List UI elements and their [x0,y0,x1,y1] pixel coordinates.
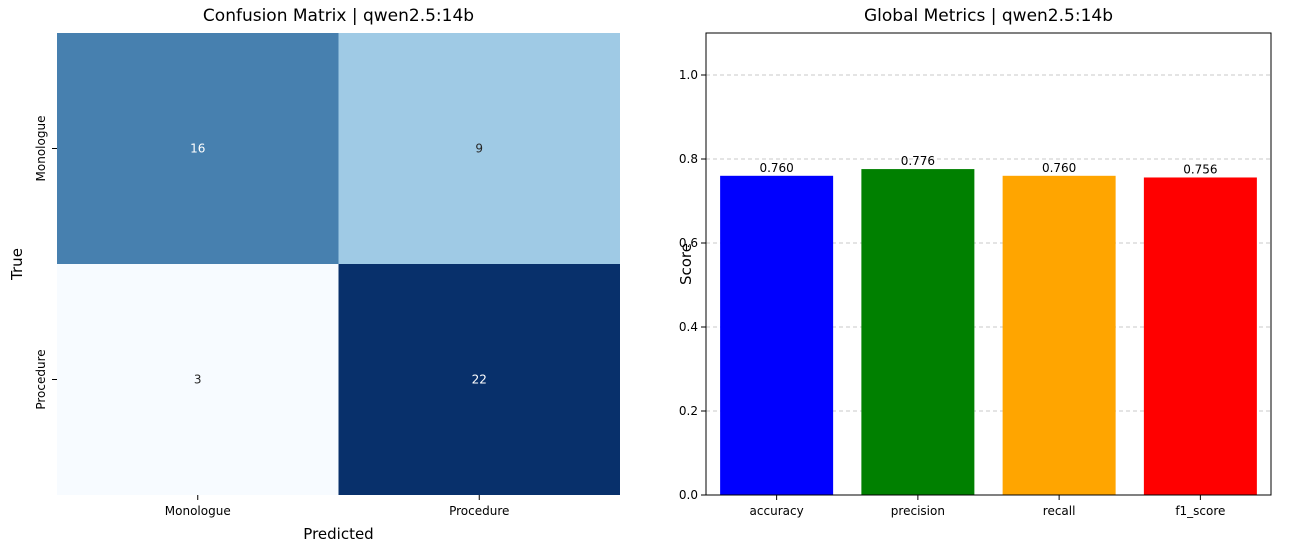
bar-value-label: 0.760 [1042,161,1076,175]
x-tick-label: recall [1043,504,1076,518]
y-axis-label: Score [677,243,695,285]
y-tick-label: Monologue [34,116,48,182]
x-axis-label: Predicted [303,525,373,543]
y-axis-label: True [8,248,26,281]
bar [1002,175,1116,496]
plot-frame [705,32,1272,496]
bar-value-label: 0.760 [759,161,793,175]
cell-annotation: 16 [190,142,205,156]
y-tick-label: 0.0 [679,488,698,502]
cell-annotation: 9 [475,142,483,156]
x-tick-label: accuracy [750,504,804,518]
global-metrics-title: Global Metrics | qwen2.5:14b [864,6,1113,26]
y-tick-label: 1.0 [679,68,698,82]
y-tick-label: 0.8 [679,152,698,166]
bar-value-label: 0.776 [901,154,935,168]
heatmap-cell [57,33,339,264]
x-tick-label: Procedure [449,504,509,518]
bar [861,169,975,495]
x-tick-label: precision [891,504,945,518]
bar [1143,177,1257,496]
x-tick-label: f1_score [1175,504,1225,518]
heatmap-cell [338,33,620,264]
heatmap-cell [57,264,339,495]
y-tick-label: 0.6 [679,236,698,250]
y-tick-label: 0.4 [679,320,698,334]
bar [720,175,834,496]
y-tick-label: 0.2 [679,404,698,418]
cell-annotation: 3 [194,373,202,387]
x-tick-label: Monologue [165,504,231,518]
confusion-matrix-title: Confusion Matrix | qwen2.5:14b [202,6,475,26]
y-tick-label: Procedure [34,349,48,409]
cell-annotation: 22 [472,373,487,387]
heatmap-cell [338,264,620,495]
bar-value-label: 0.756 [1183,162,1217,176]
